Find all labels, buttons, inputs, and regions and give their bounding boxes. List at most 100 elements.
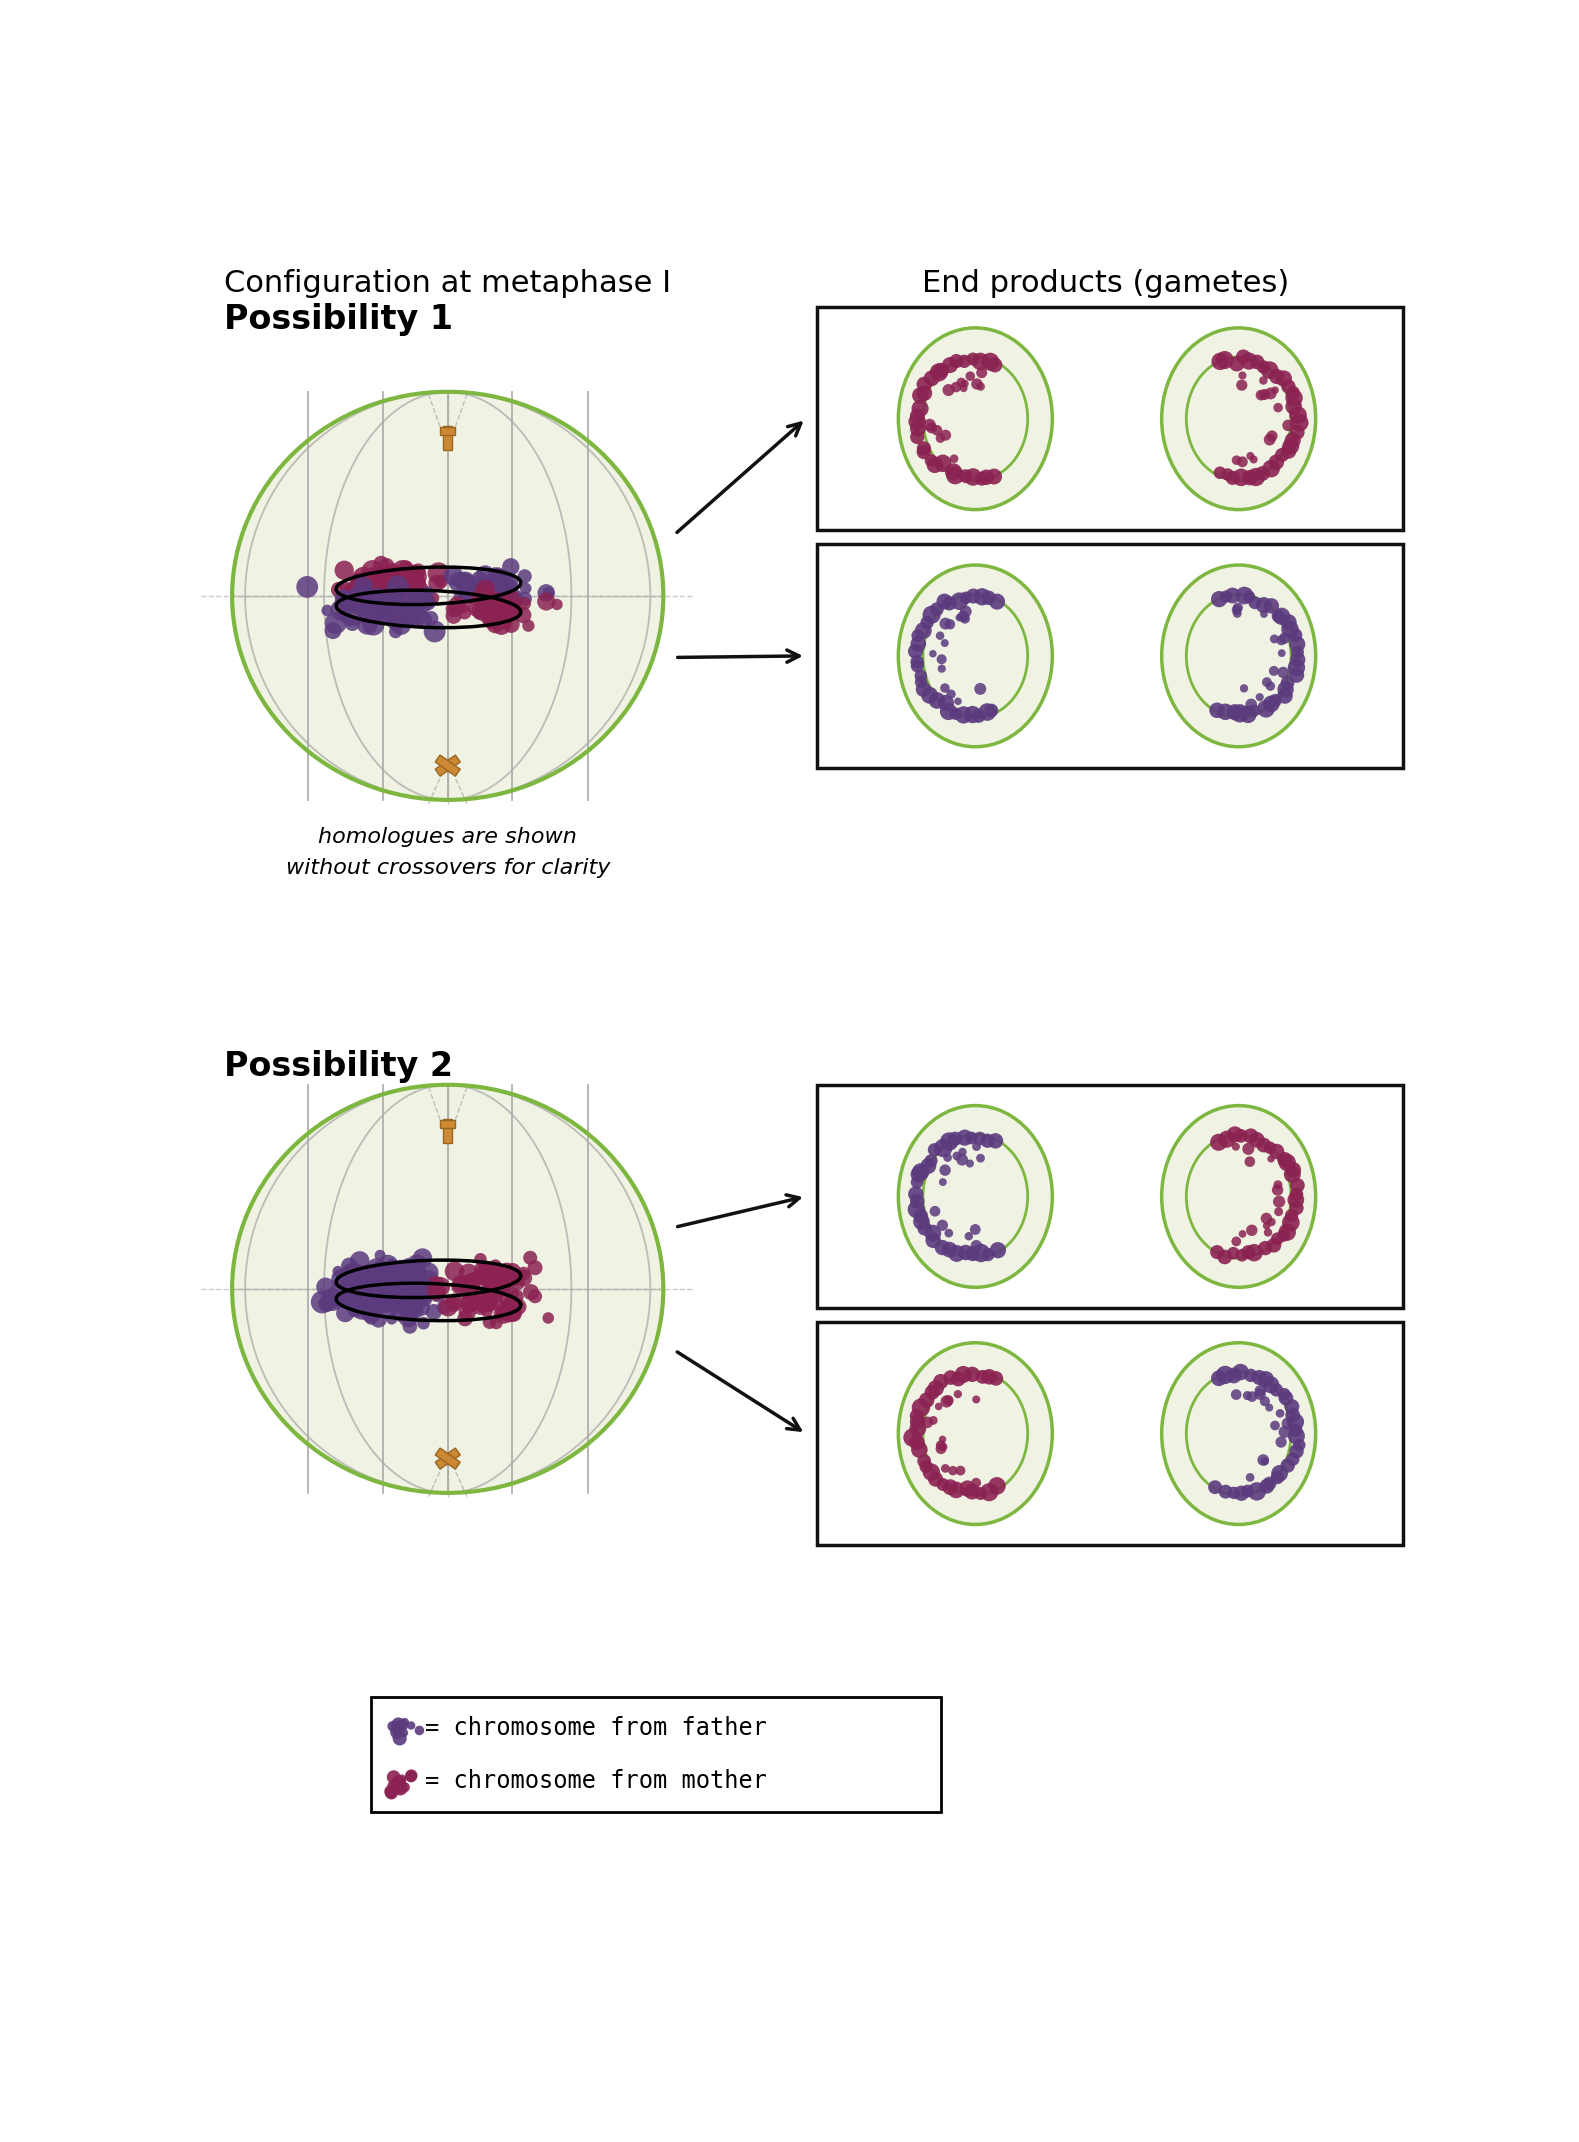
Circle shape	[1263, 1142, 1276, 1155]
Circle shape	[486, 598, 502, 615]
Circle shape	[952, 1152, 962, 1161]
Circle shape	[474, 1253, 486, 1266]
Circle shape	[373, 1294, 387, 1309]
Circle shape	[434, 574, 448, 589]
Circle shape	[411, 1279, 429, 1298]
Circle shape	[489, 613, 505, 628]
Circle shape	[505, 1304, 521, 1322]
Circle shape	[366, 578, 377, 591]
Circle shape	[914, 621, 932, 638]
Circle shape	[1265, 1403, 1273, 1412]
Circle shape	[489, 1268, 505, 1285]
Circle shape	[474, 589, 489, 604]
Circle shape	[368, 565, 385, 585]
Circle shape	[1287, 1414, 1304, 1431]
Circle shape	[393, 1726, 401, 1735]
Circle shape	[390, 1724, 404, 1739]
Circle shape	[946, 467, 965, 484]
Circle shape	[523, 1251, 537, 1264]
Circle shape	[910, 431, 924, 443]
Circle shape	[466, 1294, 477, 1304]
Circle shape	[406, 565, 423, 583]
Circle shape	[332, 583, 347, 598]
Circle shape	[493, 572, 508, 587]
Circle shape	[1243, 1390, 1252, 1401]
Circle shape	[382, 1272, 401, 1289]
Circle shape	[957, 1155, 968, 1165]
Circle shape	[343, 1285, 355, 1298]
Circle shape	[925, 422, 936, 433]
Circle shape	[489, 1264, 505, 1279]
Circle shape	[496, 1274, 510, 1289]
Circle shape	[1208, 1480, 1222, 1495]
Circle shape	[518, 591, 532, 606]
Circle shape	[510, 1298, 526, 1315]
Circle shape	[543, 1313, 554, 1324]
Circle shape	[379, 589, 399, 610]
Circle shape	[1235, 1129, 1247, 1142]
Circle shape	[917, 441, 932, 456]
Circle shape	[941, 1394, 952, 1407]
Circle shape	[483, 615, 494, 628]
Circle shape	[507, 1294, 518, 1304]
Circle shape	[358, 1300, 369, 1311]
Circle shape	[910, 1409, 924, 1422]
Circle shape	[336, 1304, 354, 1322]
Circle shape	[338, 1289, 355, 1307]
Circle shape	[1277, 688, 1293, 705]
Circle shape	[1282, 1215, 1300, 1232]
Circle shape	[403, 608, 420, 628]
Circle shape	[1241, 1245, 1255, 1259]
Circle shape	[935, 1403, 943, 1409]
Circle shape	[412, 608, 428, 625]
Circle shape	[336, 1268, 358, 1289]
Circle shape	[488, 595, 504, 613]
Circle shape	[1290, 1178, 1304, 1193]
Circle shape	[426, 591, 439, 604]
Circle shape	[1255, 1386, 1266, 1397]
Circle shape	[497, 1268, 508, 1281]
Circle shape	[973, 589, 990, 606]
Circle shape	[944, 619, 955, 630]
Circle shape	[1260, 1212, 1273, 1223]
Circle shape	[485, 1285, 496, 1298]
Circle shape	[382, 587, 401, 606]
Circle shape	[1271, 1232, 1284, 1245]
Circle shape	[384, 1784, 398, 1799]
Circle shape	[390, 1279, 404, 1294]
Circle shape	[910, 1414, 925, 1429]
Circle shape	[1227, 1127, 1243, 1142]
Bar	[371, 1696, 941, 1812]
Circle shape	[478, 578, 494, 593]
Circle shape	[483, 1272, 501, 1289]
Circle shape	[393, 1292, 411, 1309]
Circle shape	[1268, 454, 1284, 469]
Circle shape	[1285, 390, 1303, 407]
Circle shape	[1247, 467, 1265, 486]
Circle shape	[971, 1478, 981, 1489]
Circle shape	[951, 454, 958, 463]
Circle shape	[981, 591, 996, 604]
Circle shape	[1279, 632, 1290, 645]
Circle shape	[940, 1165, 951, 1176]
Circle shape	[401, 1257, 417, 1274]
Circle shape	[417, 591, 433, 606]
Circle shape	[393, 1268, 411, 1285]
Circle shape	[922, 1416, 933, 1429]
Circle shape	[940, 703, 957, 720]
Circle shape	[951, 381, 962, 392]
Circle shape	[910, 1193, 924, 1208]
Circle shape	[1216, 351, 1233, 368]
Circle shape	[1285, 1208, 1298, 1223]
Circle shape	[414, 610, 433, 628]
Circle shape	[1252, 1371, 1266, 1386]
Circle shape	[493, 570, 510, 587]
Circle shape	[1243, 1144, 1254, 1155]
Circle shape	[1266, 681, 1276, 692]
Circle shape	[373, 1281, 384, 1292]
Circle shape	[399, 1782, 411, 1793]
Circle shape	[362, 613, 384, 636]
Circle shape	[1221, 469, 1233, 480]
Circle shape	[376, 595, 390, 610]
Circle shape	[951, 593, 968, 610]
